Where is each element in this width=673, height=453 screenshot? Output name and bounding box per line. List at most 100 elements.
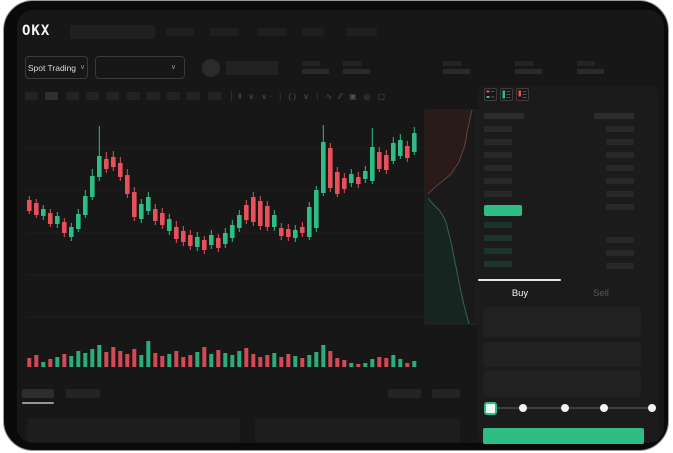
stat-label-placeholder bbox=[343, 61, 361, 66]
bid-row[interactable] bbox=[484, 165, 512, 171]
chevron-down-icon: ∨ bbox=[80, 64, 86, 71]
trendline-tool-icon[interactable]: ⁄⁄ bbox=[339, 91, 342, 101]
total-input[interactable] bbox=[483, 370, 641, 397]
stat-label-placeholder bbox=[515, 61, 533, 66]
ask-row[interactable] bbox=[606, 250, 634, 256]
ask-row[interactable] bbox=[606, 178, 634, 184]
tab-buy[interactable]: Buy bbox=[511, 288, 529, 299]
stat-label-placeholder bbox=[302, 61, 320, 66]
stat-value-placeholder bbox=[577, 69, 604, 74]
bottom-action-placeholder[interactable] bbox=[388, 389, 421, 398]
book-combined-icon[interactable] bbox=[484, 88, 497, 101]
ask-row[interactable] bbox=[606, 126, 634, 132]
nav-pill[interactable] bbox=[302, 28, 324, 36]
header-search-placeholder[interactable] bbox=[70, 25, 155, 39]
timeframe-button[interactable] bbox=[167, 92, 181, 100]
amount-input[interactable] bbox=[483, 342, 641, 367]
amount-slider-track[interactable] bbox=[490, 407, 652, 409]
stat-value-placeholder bbox=[343, 69, 370, 74]
submit-buy-button[interactable] bbox=[483, 428, 644, 444]
ask-row[interactable] bbox=[606, 165, 634, 171]
candle-style-icon[interactable]: ‖ bbox=[238, 91, 242, 101]
nav-pill[interactable] bbox=[210, 28, 239, 36]
stat-value-placeholder bbox=[443, 69, 470, 74]
slider-handle[interactable] bbox=[484, 402, 497, 415]
coin-avatar bbox=[202, 59, 220, 77]
chart-toolbar: ‖ ∨ ∨ · | ( ) ∨ | ∿ ⁄⁄ ▣ ◎ ▢ bbox=[238, 89, 385, 103]
tab-sell[interactable]: Sell bbox=[593, 288, 609, 299]
toolbar-divider bbox=[231, 90, 232, 102]
nav-pill[interactable] bbox=[257, 28, 287, 36]
candle-style-chevron-icon[interactable]: ∨ bbox=[248, 91, 255, 101]
ask-row[interactable] bbox=[606, 152, 634, 158]
bid-row[interactable] bbox=[484, 126, 512, 132]
toolbar-divider: | bbox=[278, 90, 282, 102]
timeframe-button[interactable] bbox=[106, 92, 120, 100]
book-bids-icon[interactable] bbox=[500, 88, 513, 101]
ask-row[interactable] bbox=[606, 263, 634, 269]
timeframe-button[interactable] bbox=[45, 92, 59, 100]
active-tab-underline bbox=[478, 279, 561, 281]
bid-row[interactable] bbox=[484, 191, 512, 197]
nav-pill[interactable] bbox=[166, 28, 194, 36]
bid-row[interactable] bbox=[484, 152, 512, 158]
bid-row[interactable] bbox=[484, 139, 512, 145]
bid-depth-row[interactable] bbox=[484, 235, 512, 241]
candles bbox=[27, 125, 417, 254]
book-col-header bbox=[484, 113, 524, 119]
orders-table-placeholder bbox=[255, 418, 460, 442]
bid-row[interactable] bbox=[484, 178, 512, 184]
timeframe-button[interactable] bbox=[146, 92, 160, 100]
pair-name-placeholder bbox=[226, 61, 278, 75]
ask-row[interactable] bbox=[606, 191, 634, 197]
timeframe-button[interactable] bbox=[85, 92, 99, 100]
volume-bars bbox=[27, 341, 417, 367]
book-col-header bbox=[594, 113, 634, 119]
stat-label-placeholder bbox=[577, 61, 595, 66]
price-input[interactable] bbox=[483, 307, 641, 337]
chart-gridlines bbox=[25, 147, 476, 318]
toolbar-divider: | bbox=[315, 90, 319, 102]
slider-stop[interactable] bbox=[561, 404, 569, 412]
timeframe-button[interactable] bbox=[65, 92, 79, 100]
bottom-action-placeholder[interactable] bbox=[432, 389, 460, 398]
slider-stop[interactable] bbox=[600, 404, 608, 412]
fullscreen-icon[interactable]: ▢ bbox=[377, 91, 386, 101]
stat-value-placeholder bbox=[302, 69, 329, 74]
settings-icon[interactable]: ◎ bbox=[363, 91, 371, 101]
chevron-down-icon: ∨ bbox=[170, 64, 176, 71]
book-asks-icon[interactable] bbox=[516, 88, 529, 101]
orders-table-placeholder bbox=[27, 418, 240, 442]
stat-value-placeholder bbox=[515, 69, 542, 74]
bottom-tab-history[interactable] bbox=[66, 389, 100, 398]
timeframe-button[interactable] bbox=[25, 92, 38, 100]
overlay-chevron-icon[interactable]: ∨ · bbox=[261, 91, 272, 101]
bid-depth-row[interactable] bbox=[484, 248, 512, 254]
bid-depth-row[interactable] bbox=[484, 222, 512, 228]
timeframe-button[interactable] bbox=[126, 92, 140, 100]
timeframe-button[interactable] bbox=[187, 92, 201, 100]
stat-label-placeholder bbox=[443, 61, 461, 66]
ask-row[interactable] bbox=[606, 139, 634, 145]
okx-logo[interactable]: OKX bbox=[22, 23, 51, 39]
snapshot-icon[interactable]: ▣ bbox=[348, 91, 357, 101]
nav-pill[interactable] bbox=[347, 28, 377, 36]
depth-sidebar bbox=[424, 109, 478, 325]
slider-stop[interactable] bbox=[648, 404, 656, 412]
market-type-selector[interactable]: Spot Trading ∨ bbox=[25, 56, 88, 79]
slider-stop[interactable] bbox=[519, 404, 527, 412]
bid-depth-row[interactable] bbox=[484, 261, 512, 267]
indicators-icon[interactable]: ( ) bbox=[288, 91, 297, 101]
ask-row[interactable] bbox=[606, 204, 634, 210]
bottom-tab-underline bbox=[22, 402, 54, 404]
line-tool-icon[interactable]: ∿ bbox=[325, 91, 333, 101]
last-price-badge[interactable] bbox=[484, 205, 522, 216]
timeframe-button[interactable] bbox=[207, 92, 221, 100]
indicators-chevron-icon[interactable]: ∨ bbox=[303, 91, 309, 101]
pair-select-dropdown[interactable]: ∨ bbox=[95, 56, 185, 79]
ask-row[interactable] bbox=[606, 237, 634, 243]
market-type-label: Spot Trading bbox=[27, 62, 77, 73]
bottom-tab-orders[interactable] bbox=[22, 389, 54, 398]
